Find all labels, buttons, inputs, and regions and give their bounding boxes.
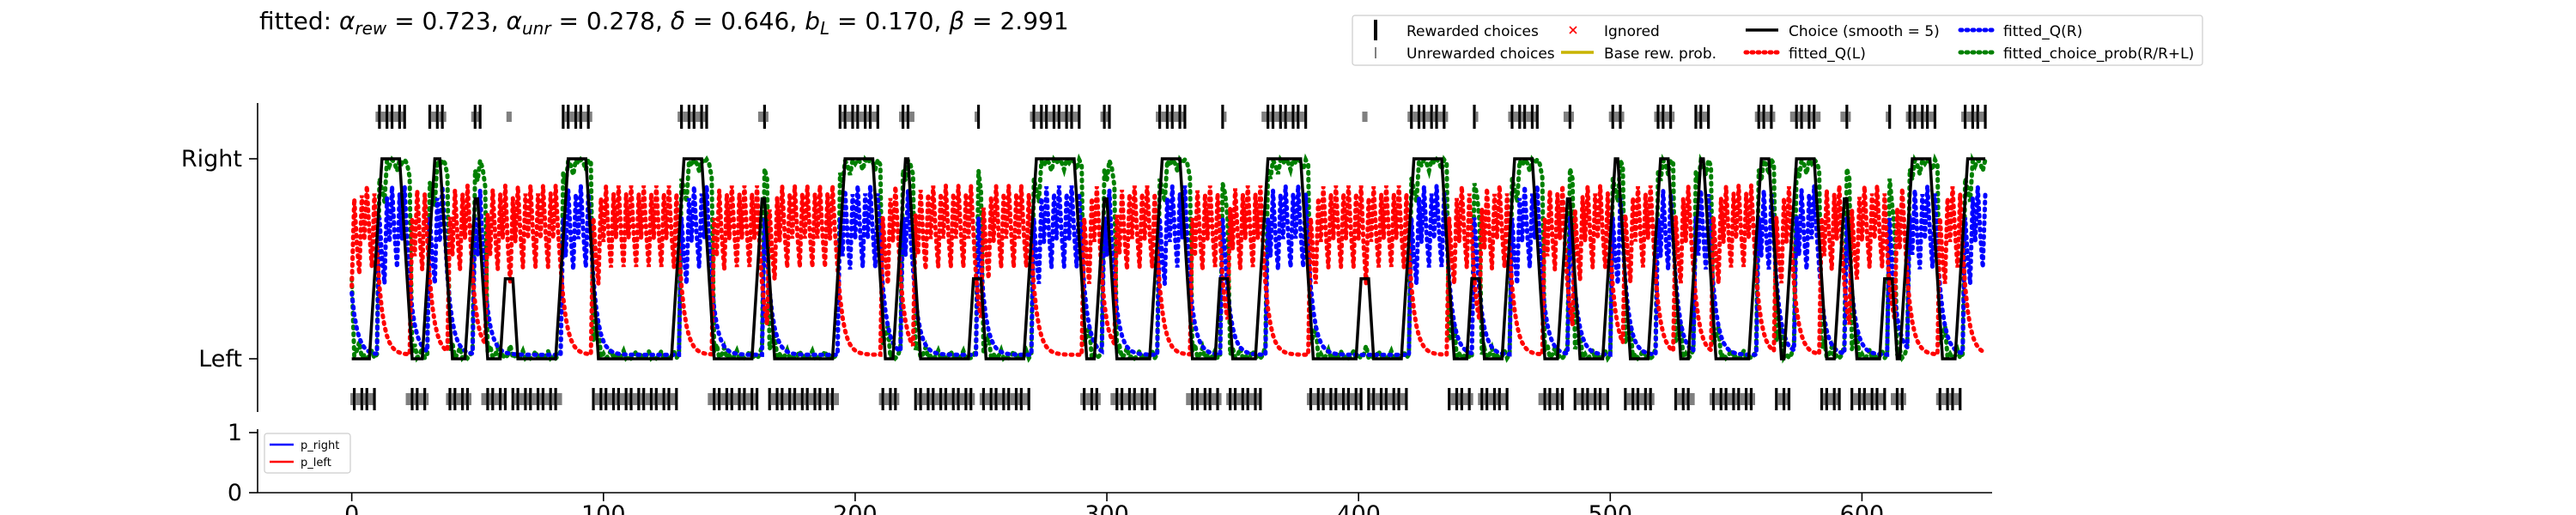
series-line [349, 185, 1988, 357]
y-tick-label: Left [198, 346, 242, 373]
legend-label: fitted_Q(R) [2003, 23, 2082, 40]
choice-ticks-top [375, 105, 1987, 129]
series-layer [349, 152, 1988, 364]
title-part: unr [522, 18, 552, 39]
y-tick-label: 1 [228, 420, 242, 446]
legend-entry: fitted_Q(L) [1743, 45, 1866, 63]
x-tick-label: 200 [833, 501, 878, 515]
x-tick-label: 500 [1589, 501, 1633, 515]
x-tick-label: 300 [1084, 501, 1129, 515]
legend-label: Choice (smooth = 5) [1789, 23, 1940, 40]
legend-label: p_left [301, 457, 331, 470]
title-part: β [948, 7, 964, 35]
title-part: rew [355, 18, 387, 39]
legend-entry: Choice (smooth = 5) [1746, 23, 1940, 40]
title-part: = 0.646, [685, 7, 805, 35]
x-tick-label: 0 [344, 501, 359, 515]
legend-marker [1569, 26, 1577, 34]
legend-entry: Unrewarded choices [1375, 45, 1555, 63]
y-tick-label: 0 [228, 480, 242, 506]
main-y-ticks: Right Left [181, 146, 258, 373]
main-plot: Right Left [181, 103, 1988, 412]
title-part: = 0.278, [551, 7, 671, 35]
legend-entry: Rewarded choices [1374, 20, 1539, 40]
title-part: α [339, 7, 355, 35]
series-line [351, 157, 1986, 360]
legend-label: Base rew. prob. [1604, 45, 1716, 63]
legend-label: p_right [301, 439, 339, 452]
legend-entry: Ignored [1569, 23, 1660, 40]
legend-entry: fitted_Q(R) [1958, 23, 2082, 40]
legend-label: Unrewarded choices [1406, 45, 1555, 63]
legend-frame [264, 433, 351, 474]
title-part: δ [671, 7, 685, 35]
legend-label: fitted_choice_prob(R/R+L) [2003, 45, 2194, 63]
x-tick-label: 400 [1336, 501, 1381, 515]
legend-label: Rewarded choices [1406, 23, 1539, 40]
x-tick-label: 600 [1840, 501, 1885, 515]
title-part: b [805, 7, 820, 35]
choice-ticks-bottom [350, 388, 1962, 410]
x-tick-label: 100 [581, 501, 626, 515]
y-tick-label: Right [181, 146, 242, 173]
bottom-y-ticks: 10 [228, 420, 258, 506]
title-part: = 0.723, [386, 7, 506, 35]
title-part: = 0.170, [829, 7, 949, 35]
chart-title: fitted: αrew = 0.723, αunr = 0.278, δ = … [259, 7, 1069, 39]
legend-entry: Base rew. prob. [1561, 45, 1716, 63]
bottom-x-ticks: 0 100 200 300 400 500 600 [344, 493, 1884, 515]
legend-label: Ignored [1604, 23, 1660, 40]
title-part: fitted: [259, 7, 339, 35]
legend-label: fitted_Q(L) [1789, 45, 1866, 63]
title-part: L [820, 18, 829, 39]
main-legend: Rewarded choices Unrewarded choices Ignore… [1352, 15, 2203, 66]
legend-entry: fitted_choice_prob(R/R+L) [1958, 45, 2194, 63]
title-part: = 2.991 [964, 7, 1068, 35]
bottom-legend: p_right p_left [264, 433, 351, 474]
title-part: α [507, 7, 523, 35]
